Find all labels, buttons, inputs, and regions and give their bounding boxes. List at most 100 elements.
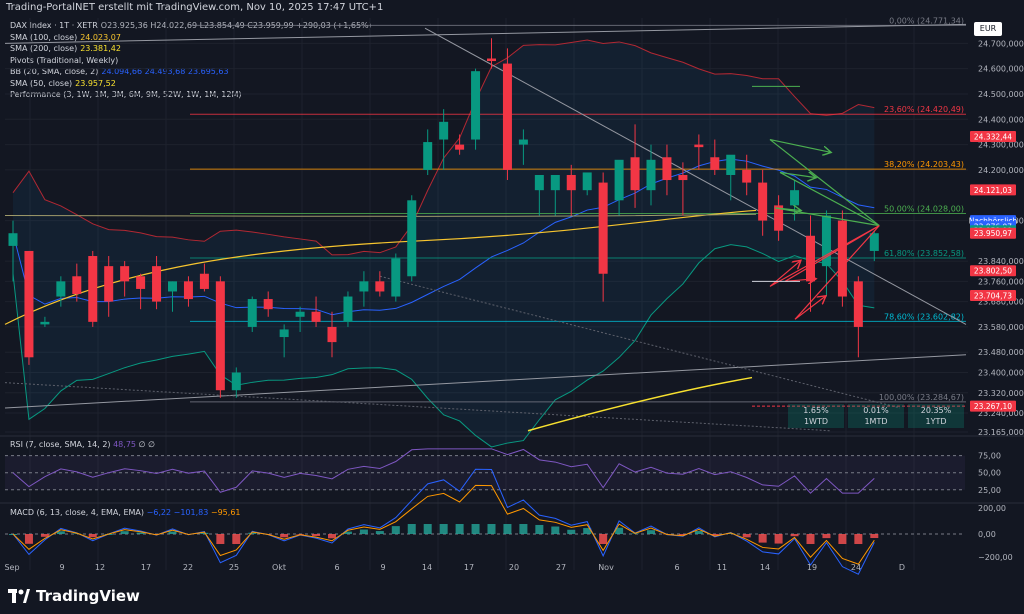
time-tick-label: Nov xyxy=(598,563,614,572)
bottom-bar xyxy=(0,577,1024,614)
legend-row[interactable]: SMA (50, close) 23.957,52 xyxy=(10,78,372,90)
macd-histogram-bar xyxy=(423,524,432,534)
candle-body xyxy=(455,144,465,150)
fib-level-label: 78,60% (23.602,82) xyxy=(884,312,964,321)
macd-histogram-bar xyxy=(742,534,751,538)
trend-line-top xyxy=(4,23,967,44)
legend-row[interactable]: SMA (200, close) 23.381,42 xyxy=(10,43,372,55)
candle-body xyxy=(375,281,385,292)
price-tick-label: 24.600,000 xyxy=(978,65,1024,74)
legend-value: 24.094,66 24.493,68 23.695,63 xyxy=(101,67,229,76)
price-axis: 24.700,000 24.600,000 24.500,000 24.400,000… xyxy=(969,39,1024,437)
performance-period: 1WTD xyxy=(804,417,828,426)
macd-histogram-bar xyxy=(24,534,33,544)
legend-row[interactable]: BB (20, SMA, close, 2) 24.094,66 24.493,6… xyxy=(10,66,372,78)
scenario-arrows xyxy=(752,85,966,407)
time-tick-label: 17 xyxy=(464,563,474,572)
candle-body xyxy=(279,329,289,338)
macd-histogram-bar xyxy=(647,530,655,534)
top-bar: Trading-PortalNET erstellt mit TradingVi… xyxy=(0,0,1024,16)
candle-body xyxy=(391,258,401,297)
time-tick-label: 9 xyxy=(59,563,64,572)
candle-body xyxy=(678,174,688,181)
macd-histogram-bar xyxy=(519,524,528,534)
candle-body xyxy=(104,266,114,302)
chart-canvas[interactable]: 0,00% (24.771,34) 23,60% (24.420,49) 38,20… xyxy=(0,0,1024,577)
legend-row[interactable]: Pivots (Traditional, Weekly) xyxy=(10,55,372,67)
candle-body xyxy=(566,174,576,191)
macd-histogram-bar xyxy=(312,534,321,536)
bullish-scenario-arrow xyxy=(774,208,880,227)
candle-body xyxy=(694,144,704,148)
candle-body xyxy=(502,63,512,170)
macd-histogram-bar xyxy=(694,531,703,534)
candle-body xyxy=(311,311,321,322)
candle-body xyxy=(582,172,592,191)
candle-body xyxy=(598,182,608,274)
macd-histogram-bar xyxy=(120,531,129,534)
legend-label: BB (20, SMA, close, 2) xyxy=(10,67,99,76)
candle-body xyxy=(120,266,130,282)
currency-badge[interactable]: EUR xyxy=(974,22,1002,36)
price-tick-label: 24.700,000 xyxy=(978,39,1024,48)
candle-body xyxy=(806,235,815,282)
candle-body xyxy=(487,58,496,62)
candles xyxy=(8,38,879,398)
bollinger-fill xyxy=(13,40,875,447)
candle-body xyxy=(518,139,528,145)
tradingview-logo[interactable]: TradingView xyxy=(8,585,140,607)
rsi-tick-label: 50,00 xyxy=(978,469,1001,478)
macd-histogram-bar xyxy=(567,529,576,534)
macd-panel: 200,00 0,00 −200,00 xyxy=(5,468,1013,575)
macd-histogram-bar xyxy=(328,534,336,539)
price-badge-label: 23.802,50 xyxy=(974,267,1012,276)
candle-body xyxy=(407,200,417,277)
price-tick-label: 23.165,000 xyxy=(978,428,1024,437)
time-tick-label: 6 xyxy=(674,563,679,572)
bearish-scenario-arrow xyxy=(769,225,880,287)
macd-histogram-bar xyxy=(487,524,496,534)
candle-body xyxy=(758,182,768,221)
macd-histogram-bar xyxy=(870,534,879,539)
fib-level-label: 100,00% (23.284,67) xyxy=(879,393,964,402)
candle-body xyxy=(56,281,66,297)
macd-histogram-bar xyxy=(136,532,145,534)
macd-histogram-bar xyxy=(152,534,161,535)
performance-box xyxy=(908,404,964,428)
performance-period: 1MTD xyxy=(864,417,887,426)
candle-body xyxy=(630,157,640,191)
candle-body xyxy=(168,281,177,292)
candle-body xyxy=(40,321,50,325)
fib-level-label: 61,80% (23.852,58) xyxy=(884,249,964,258)
candle-body xyxy=(199,273,209,289)
legend-row[interactable]: SMA (100, close) 24.023,07 xyxy=(10,32,372,44)
macd-histogram-bar xyxy=(758,534,767,543)
performance-boxes: 1.65% 1WTD 0.01% 1MTD 20.35% 1YTD xyxy=(788,404,964,428)
candle-body xyxy=(853,281,863,327)
price-badge xyxy=(970,290,1016,302)
price-badge-label: 23.950,97 xyxy=(974,229,1012,238)
legend-label: Pivots (Traditional, Weekly) xyxy=(10,55,119,65)
legend-row[interactable]: Performance (3, 1W, 1M, 3M, 6M, 9M, 52W,… xyxy=(10,89,372,101)
legend-value: 23.381,42 xyxy=(80,44,121,53)
macd-histogram-bar xyxy=(391,526,400,534)
macd-signal-line xyxy=(12,484,875,565)
performance-box xyxy=(848,404,904,428)
macd-histogram-bar xyxy=(248,532,257,534)
price-tick-label: 23.320,000 xyxy=(978,389,1024,398)
legend-value: 24.023,07 xyxy=(80,32,121,42)
bullish-scenario-arrow xyxy=(769,138,880,227)
candle-body xyxy=(534,174,544,191)
sma-100-line xyxy=(4,209,757,325)
macd-histogram-bar xyxy=(774,534,783,544)
macd-histogram-bar xyxy=(216,534,225,544)
bullish-scenario-arrow xyxy=(779,172,880,227)
candle-body xyxy=(136,276,146,289)
macd-histogram-bar xyxy=(710,534,719,536)
moving-averages xyxy=(4,209,757,432)
macd-histogram-bar xyxy=(503,524,512,534)
price-tick-label: 23.240,000 xyxy=(978,409,1024,418)
macd-histogram-bar xyxy=(407,524,416,534)
time-tick-label: 9 xyxy=(380,563,385,572)
fib-level-label: 0,00% (24.771,34) xyxy=(889,16,964,25)
